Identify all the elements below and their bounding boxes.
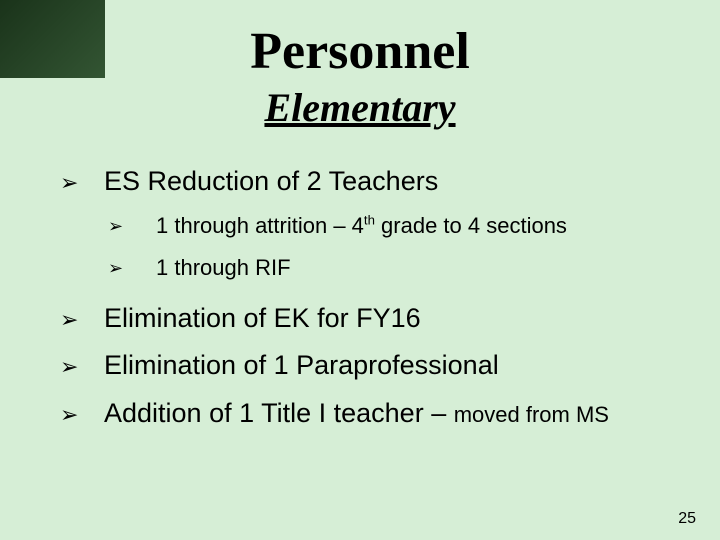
bullet-level1: ➢ Addition of 1 Title I teacher – moved … xyxy=(60,397,680,431)
bullet-text: ES Reduction of 2 Teachers xyxy=(104,165,438,199)
page-number: 25 xyxy=(678,510,696,528)
bullet-level2: ➢ 1 through attrition – 4th grade to 4 s… xyxy=(108,213,680,239)
slide: Personnel Elementary ➢ ES Reduction of 2… xyxy=(0,0,720,540)
bullet-level2: ➢ 1 through RIF xyxy=(108,255,680,281)
bullet-arrow-icon: ➢ xyxy=(60,165,104,197)
bullet-text: Addition of 1 Title I teacher – moved fr… xyxy=(104,397,609,431)
bullet-arrow-icon: ➢ xyxy=(60,397,104,429)
bullet-text: Elimination of EK for FY16 xyxy=(104,302,421,336)
bullet-arrow-icon: ➢ xyxy=(60,302,104,334)
bullet-text: 1 through RIF xyxy=(156,255,291,281)
bullet-text: Elimination of 1 Paraprofessional xyxy=(104,349,499,383)
bullet-level1: ➢ ES Reduction of 2 Teachers xyxy=(60,165,680,199)
slide-title: Personnel xyxy=(0,26,720,78)
bullet-arrow-icon: ➢ xyxy=(108,255,156,280)
slide-subtitle: Elementary xyxy=(0,88,720,128)
slide-body: ➢ ES Reduction of 2 Teachers ➢ 1 through… xyxy=(60,165,680,445)
bullet-arrow-icon: ➢ xyxy=(108,213,156,238)
bullet-text: 1 through attrition – 4th grade to 4 sec… xyxy=(156,213,567,239)
bullet-level1: ➢ Elimination of 1 Paraprofessional xyxy=(60,349,680,383)
bullet-arrow-icon: ➢ xyxy=(60,349,104,381)
bullet-level1: ➢ Elimination of EK for FY16 xyxy=(60,302,680,336)
